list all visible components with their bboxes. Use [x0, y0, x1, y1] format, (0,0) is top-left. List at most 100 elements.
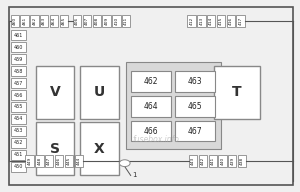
- Text: 412: 412: [190, 17, 194, 25]
- Text: 440: 440: [220, 157, 224, 165]
- FancyBboxPatch shape: [73, 15, 81, 27]
- FancyBboxPatch shape: [11, 102, 26, 112]
- FancyBboxPatch shape: [175, 121, 215, 142]
- Text: 442: 442: [201, 157, 205, 165]
- FancyBboxPatch shape: [65, 155, 73, 167]
- Text: 443: 443: [191, 157, 195, 165]
- FancyBboxPatch shape: [131, 96, 171, 117]
- FancyBboxPatch shape: [112, 15, 121, 27]
- Text: 456: 456: [14, 93, 23, 98]
- FancyBboxPatch shape: [131, 71, 171, 92]
- FancyBboxPatch shape: [227, 15, 235, 27]
- FancyBboxPatch shape: [60, 15, 68, 27]
- Text: 439: 439: [230, 157, 234, 165]
- FancyBboxPatch shape: [80, 66, 119, 119]
- Text: 465: 465: [62, 17, 66, 26]
- Text: 406: 406: [75, 17, 79, 25]
- FancyBboxPatch shape: [11, 138, 26, 148]
- FancyBboxPatch shape: [11, 54, 26, 64]
- FancyBboxPatch shape: [40, 15, 48, 27]
- Text: fusebox.info: fusebox.info: [133, 135, 179, 144]
- FancyBboxPatch shape: [11, 114, 26, 124]
- FancyBboxPatch shape: [208, 155, 217, 167]
- Text: 460: 460: [14, 45, 23, 50]
- FancyBboxPatch shape: [55, 155, 63, 167]
- FancyBboxPatch shape: [93, 15, 101, 27]
- Text: 459: 459: [14, 57, 23, 62]
- FancyBboxPatch shape: [11, 15, 19, 27]
- FancyBboxPatch shape: [102, 15, 111, 27]
- FancyBboxPatch shape: [11, 90, 26, 100]
- Text: 413: 413: [200, 17, 203, 25]
- FancyBboxPatch shape: [217, 15, 225, 27]
- Text: 457: 457: [14, 81, 23, 86]
- Text: 1: 1: [132, 172, 137, 178]
- FancyBboxPatch shape: [236, 15, 245, 27]
- FancyBboxPatch shape: [74, 155, 83, 167]
- FancyBboxPatch shape: [11, 42, 26, 52]
- Text: 438: 438: [240, 157, 244, 165]
- FancyBboxPatch shape: [26, 155, 34, 167]
- Text: 464: 464: [143, 102, 158, 111]
- FancyBboxPatch shape: [11, 78, 26, 88]
- Text: 416: 416: [229, 17, 233, 25]
- FancyBboxPatch shape: [122, 15, 130, 27]
- FancyBboxPatch shape: [83, 15, 91, 27]
- Text: 415: 415: [219, 17, 223, 26]
- Text: T: T: [232, 85, 242, 99]
- Text: 441: 441: [211, 157, 215, 165]
- Text: 454: 454: [14, 116, 23, 121]
- Text: 463: 463: [42, 17, 46, 25]
- Text: 414: 414: [209, 17, 213, 25]
- FancyBboxPatch shape: [11, 126, 26, 136]
- FancyBboxPatch shape: [126, 62, 221, 149]
- Text: 407: 407: [85, 17, 89, 25]
- Text: V: V: [50, 85, 60, 99]
- Text: 411: 411: [124, 17, 128, 25]
- FancyBboxPatch shape: [20, 15, 29, 27]
- FancyBboxPatch shape: [9, 7, 293, 185]
- Text: 445: 445: [67, 157, 71, 166]
- Text: 447: 447: [47, 157, 51, 165]
- Text: 417: 417: [239, 17, 243, 25]
- FancyBboxPatch shape: [36, 66, 74, 119]
- FancyBboxPatch shape: [131, 121, 171, 142]
- Text: 455: 455: [14, 104, 23, 109]
- FancyBboxPatch shape: [199, 155, 207, 167]
- Text: U: U: [94, 85, 105, 99]
- FancyBboxPatch shape: [11, 161, 26, 172]
- FancyBboxPatch shape: [30, 15, 38, 27]
- FancyBboxPatch shape: [197, 15, 206, 27]
- Text: 444: 444: [77, 157, 81, 165]
- Text: 451: 451: [14, 152, 23, 157]
- Text: S: S: [50, 142, 60, 156]
- Text: 458: 458: [14, 69, 23, 74]
- Text: 462: 462: [143, 77, 158, 86]
- FancyBboxPatch shape: [11, 66, 26, 76]
- FancyBboxPatch shape: [207, 15, 215, 27]
- FancyBboxPatch shape: [188, 15, 196, 27]
- Text: 460: 460: [13, 17, 17, 25]
- Text: 408: 408: [95, 17, 99, 25]
- Text: 450: 450: [14, 164, 23, 169]
- FancyBboxPatch shape: [11, 31, 26, 41]
- Text: 448: 448: [38, 157, 41, 165]
- Text: X: X: [94, 142, 105, 156]
- Text: 465: 465: [188, 102, 202, 111]
- Text: 462: 462: [32, 17, 36, 25]
- FancyBboxPatch shape: [80, 122, 119, 175]
- Text: 409: 409: [105, 17, 109, 25]
- FancyBboxPatch shape: [50, 15, 58, 27]
- FancyBboxPatch shape: [35, 155, 44, 167]
- Text: 464: 464: [52, 17, 56, 25]
- Text: 463: 463: [188, 77, 202, 86]
- FancyBboxPatch shape: [175, 96, 215, 117]
- Text: 466: 466: [143, 127, 158, 136]
- Text: 410: 410: [114, 17, 118, 25]
- FancyBboxPatch shape: [45, 155, 53, 167]
- FancyBboxPatch shape: [175, 71, 215, 92]
- FancyBboxPatch shape: [214, 66, 260, 119]
- FancyBboxPatch shape: [36, 122, 74, 175]
- FancyBboxPatch shape: [11, 150, 26, 160]
- Circle shape: [119, 160, 130, 167]
